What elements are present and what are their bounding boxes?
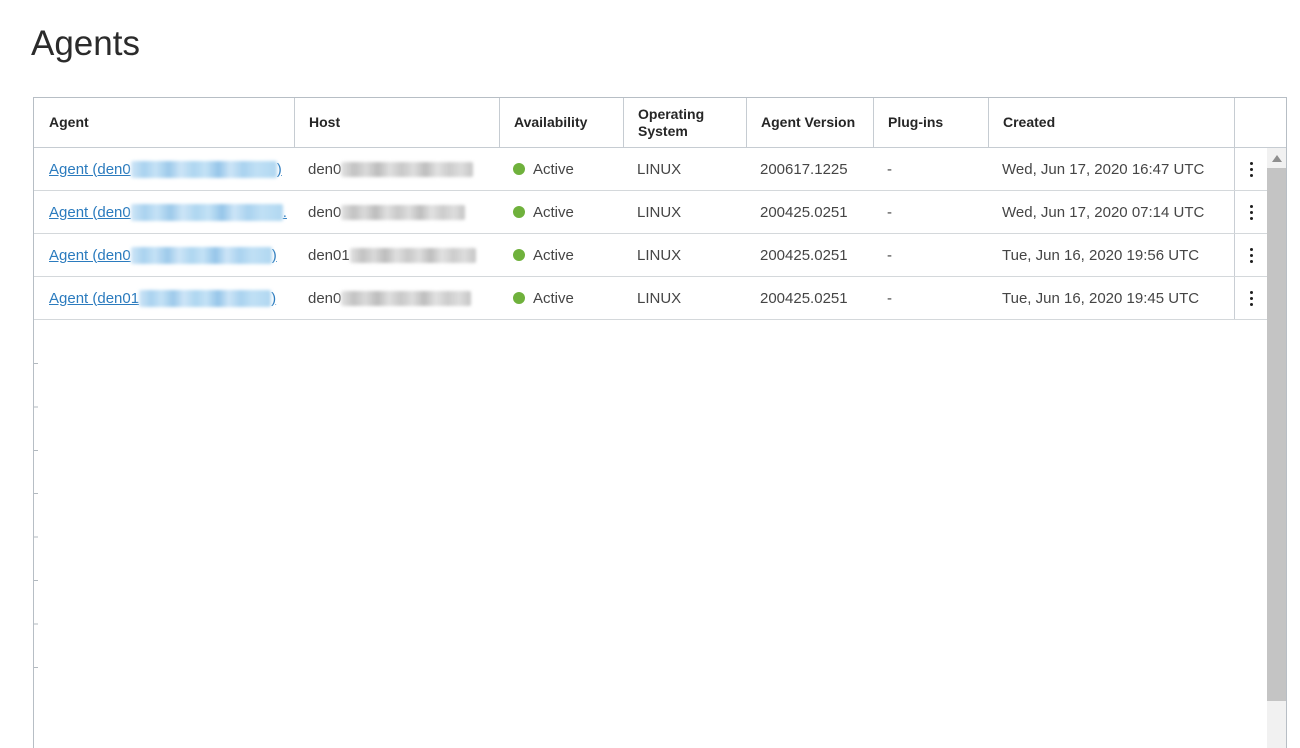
agent-link-text: Agent (den0 [49,203,131,221]
status-active-icon [513,206,525,218]
row-actions-cell [1234,191,1267,233]
empty-row-ticks [34,363,38,710]
plugins-cell: - [887,160,892,178]
column-header-actions [1234,98,1286,147]
plugins-cell: - [887,289,892,307]
host-cell: den01 [294,234,499,276]
availability-cell: Active [499,191,623,233]
host-cell: den0 [294,191,499,233]
page-title: Agents [31,24,140,63]
agent-version-cell: 200425.0251 [760,289,848,307]
agent-cell: Agent (den0. [34,191,294,233]
row-menu-kebab-icon[interactable] [1244,158,1259,181]
operating-system-cell: LINUX [637,203,682,221]
plugins-cell: - [887,203,892,221]
row-menu-kebab-icon[interactable] [1244,244,1259,267]
column-header-agent-version: Agent Version [746,98,873,147]
agent-link-suffix: . [282,203,287,221]
host-text: den0 [308,203,342,221]
column-header-operating-system: Operating System [623,98,746,147]
redacted-host-name [349,247,476,263]
agent-link[interactable]: Agent (den0) [49,246,277,264]
redacted-agent-name [130,203,283,221]
scrollbar-up-button[interactable] [1267,148,1286,168]
redacted-agent-name [139,289,272,307]
availability-text: Active [533,289,574,307]
agent-version-cell: 200617.1225 [760,160,848,178]
created-cell: Tue, Jun 16, 2020 19:45 UTC [1002,289,1200,307]
agent-link-text: Agent (den0 [49,160,131,178]
agent-link-suffix: ) [271,246,277,264]
table-header-row: Agent Host Availability Operating System… [34,98,1286,148]
row-menu-kebab-icon[interactable] [1244,201,1259,224]
availability-cell: Active [499,234,623,276]
plugins-cell: - [887,246,892,264]
agent-cell: Agent (den0) [34,234,294,276]
operating-system-cell: LINUX [637,160,682,178]
created-cell: Wed, Jun 17, 2020 16:47 UTC [1002,160,1205,178]
host-text: den0 [308,289,342,307]
table-body: Agent (den0) den0 Active LINUX 200617.12… [34,148,1267,320]
up-arrow-icon [1271,154,1282,162]
agent-version-cell: 200425.0251 [760,203,848,221]
table-scrollbar[interactable] [1267,148,1286,748]
status-active-icon [513,163,525,175]
status-active-icon [513,249,525,261]
availability-text: Active [533,203,574,221]
table-row: Agent (den0) den01 Active LINUX 200425.0… [34,234,1267,277]
redacted-host-name [341,204,466,220]
availability-cell: Active [499,277,623,319]
agents-table: Agent Host Availability Operating System… [33,97,1287,748]
agent-link-suffix: ) [271,289,277,307]
table-row: Agent (den01) den0 Active LINUX 200425.0… [34,277,1267,320]
column-header-availability: Availability [499,98,623,147]
column-header-host: Host [294,98,499,147]
host-text: den0 [308,160,342,178]
redacted-agent-name [130,160,277,178]
operating-system-cell: LINUX [637,246,682,264]
agent-link-text: Agent (den01 [49,289,140,307]
host-cell: den0 [294,148,499,190]
availability-text: Active [533,246,574,264]
operating-system-cell: LINUX [637,289,682,307]
table-row: Agent (den0. den0 Active LINUX 200425.02… [34,191,1267,234]
agent-link[interactable]: Agent (den01) [49,289,277,307]
row-actions-cell [1234,234,1267,276]
host-text: den01 [308,246,350,264]
availability-cell: Active [499,148,623,190]
created-cell: Wed, Jun 17, 2020 07:14 UTC [1002,203,1205,221]
row-menu-kebab-icon[interactable] [1244,287,1259,310]
agent-link-text: Agent (den0 [49,246,131,264]
created-cell: Tue, Jun 16, 2020 19:56 UTC [1002,246,1200,264]
row-actions-cell [1234,277,1267,319]
scrollbar-thumb[interactable] [1267,168,1286,701]
agent-version-cell: 200425.0251 [760,246,848,264]
host-cell: den0 [294,277,499,319]
agent-cell: Agent (den01) [34,277,294,319]
table-row: Agent (den0) den0 Active LINUX 200617.12… [34,148,1267,191]
agent-cell: Agent (den0) [34,148,294,190]
column-header-plugins: Plug-ins [873,98,988,147]
column-header-agent: Agent [49,114,89,130]
redacted-agent-name [130,246,272,264]
agent-link-suffix: ) [276,160,282,178]
redacted-host-name [341,290,472,306]
availability-text: Active [533,160,574,178]
agent-link[interactable]: Agent (den0) [49,160,282,178]
redacted-host-name [341,161,474,177]
row-actions-cell [1234,148,1267,190]
status-active-icon [513,292,525,304]
column-header-created: Created [988,98,1234,147]
agent-link[interactable]: Agent (den0. [49,203,287,221]
